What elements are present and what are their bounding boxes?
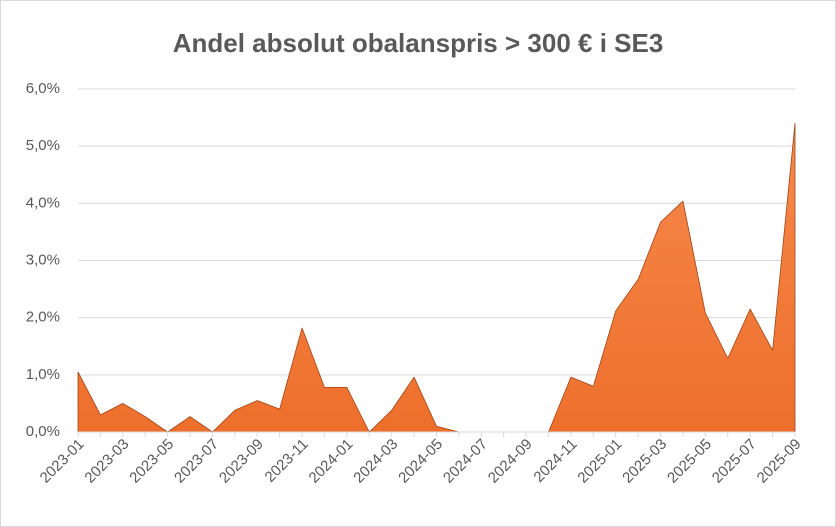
y-tick-label: 4,0% — [26, 194, 60, 211]
y-tick-label: 6,0% — [26, 80, 60, 97]
y-tick-label: 3,0% — [26, 251, 60, 268]
area — [77, 122, 796, 433]
y-tick-label: 1,0% — [26, 366, 60, 383]
chart-title: Andel absolut obalanspris > 300 € i SE3 — [173, 28, 664, 58]
y-tick-label: 5,0% — [26, 137, 60, 154]
y-tick-label: 2,0% — [26, 309, 60, 326]
y-tick-label: 0,0% — [26, 423, 60, 440]
